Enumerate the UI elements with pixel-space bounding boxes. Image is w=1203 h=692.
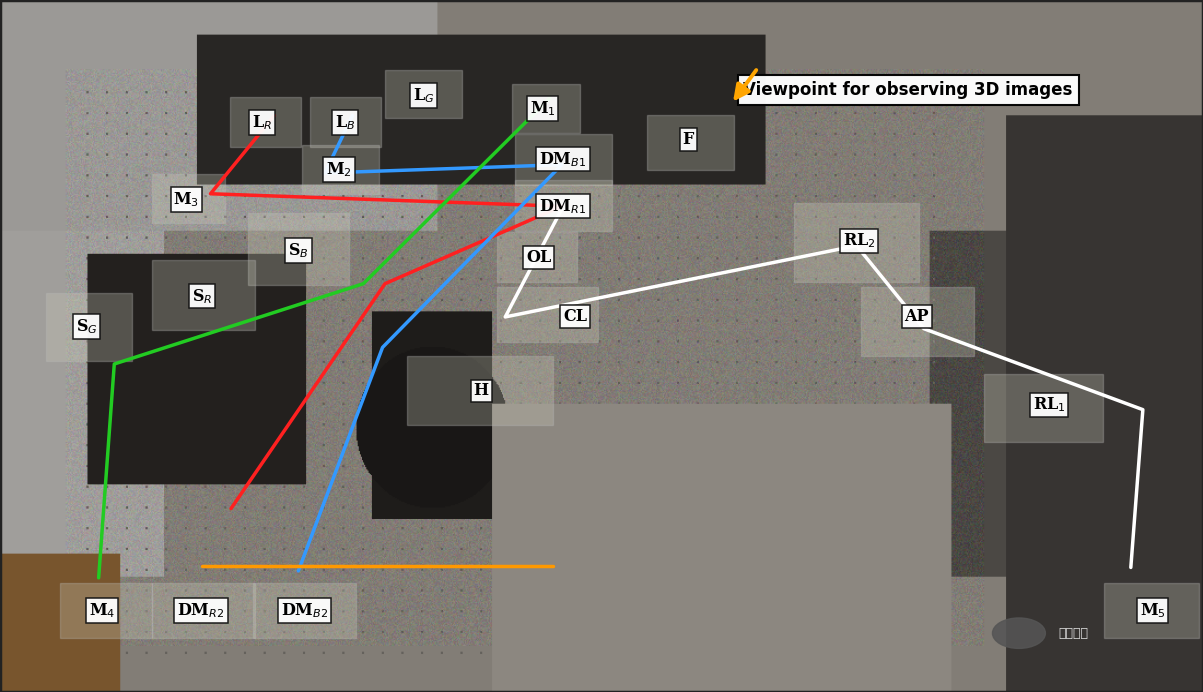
Text: M$_5$: M$_5$ [1139, 601, 1166, 620]
Text: S$_R$: S$_R$ [192, 286, 212, 306]
Text: AP: AP [905, 308, 929, 325]
Text: S$_B$: S$_B$ [288, 241, 309, 260]
Text: M$_4$: M$_4$ [89, 601, 115, 620]
Text: RL$_2$: RL$_2$ [842, 231, 876, 251]
FancyBboxPatch shape [407, 356, 553, 425]
FancyBboxPatch shape [497, 287, 598, 342]
Text: L$_R$: L$_R$ [253, 113, 272, 132]
FancyBboxPatch shape [46, 293, 132, 361]
FancyBboxPatch shape [515, 134, 612, 185]
FancyBboxPatch shape [60, 583, 152, 638]
FancyBboxPatch shape [984, 374, 1103, 442]
Text: DM$_{R1}$: DM$_{R1}$ [539, 197, 587, 216]
FancyBboxPatch shape [385, 70, 462, 118]
Text: M$_1$: M$_1$ [529, 99, 556, 118]
FancyBboxPatch shape [230, 97, 301, 147]
Text: CL: CL [563, 308, 587, 325]
Circle shape [992, 618, 1045, 648]
Text: OL: OL [527, 249, 551, 266]
FancyBboxPatch shape [253, 583, 356, 638]
Text: L$_B$: L$_B$ [336, 113, 355, 132]
FancyBboxPatch shape [152, 260, 255, 330]
FancyBboxPatch shape [647, 115, 734, 170]
Text: M$_2$: M$_2$ [326, 160, 352, 179]
Text: M$_3$: M$_3$ [173, 190, 200, 209]
Text: RL$_1$: RL$_1$ [1032, 395, 1066, 415]
FancyBboxPatch shape [152, 583, 255, 638]
Text: 光学前沿: 光学前沿 [1059, 627, 1089, 639]
FancyBboxPatch shape [861, 287, 974, 356]
FancyBboxPatch shape [1104, 583, 1199, 638]
FancyBboxPatch shape [152, 174, 225, 223]
FancyBboxPatch shape [302, 145, 379, 194]
Text: DM$_{B2}$: DM$_{B2}$ [280, 601, 328, 620]
Text: L$_G$: L$_G$ [413, 86, 434, 105]
FancyBboxPatch shape [794, 203, 919, 282]
FancyBboxPatch shape [515, 180, 612, 231]
Text: DM$_{R2}$: DM$_{R2}$ [177, 601, 225, 620]
FancyBboxPatch shape [512, 84, 580, 133]
FancyBboxPatch shape [497, 232, 577, 282]
FancyBboxPatch shape [248, 213, 349, 285]
Text: DM$_{B1}$: DM$_{B1}$ [539, 149, 587, 169]
Text: Viewpoint for observing 3D images: Viewpoint for observing 3D images [743, 81, 1073, 99]
FancyBboxPatch shape [310, 97, 381, 147]
Text: S$_G$: S$_G$ [76, 317, 97, 336]
Text: H: H [474, 383, 488, 399]
Text: F: F [682, 131, 694, 148]
